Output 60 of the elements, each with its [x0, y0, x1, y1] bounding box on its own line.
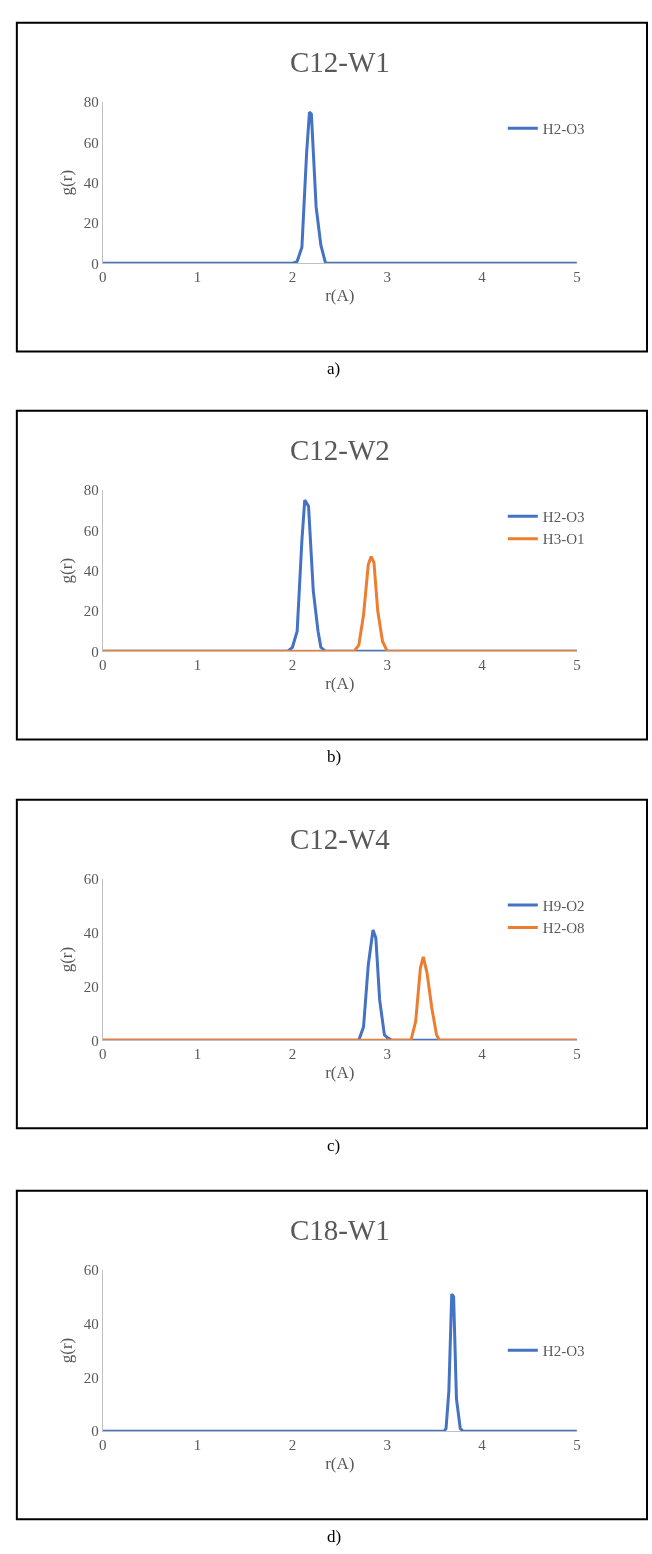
- y-tick-label: 40: [83, 924, 99, 941]
- x-tick-label: 1: [193, 1046, 202, 1063]
- text: d): [327, 1527, 342, 1546]
- legend-label: H9-O2: [542, 897, 585, 914]
- x-tick-label: 4: [478, 657, 487, 674]
- text: a): [327, 359, 341, 378]
- x-tick-label: 5: [573, 269, 581, 286]
- y-tick-label: 40: [83, 174, 99, 191]
- y-tick-label: 80: [83, 482, 99, 499]
- y-tick-label: 0: [91, 1423, 99, 1440]
- text: c): [327, 1136, 341, 1155]
- x-tick-label: 2: [288, 1046, 297, 1063]
- y-tick-label: 60: [83, 871, 99, 888]
- x-tick-label: 3: [383, 1437, 391, 1454]
- x-tick-label: 4: [478, 269, 487, 286]
- x-tick-label: 4: [478, 1046, 487, 1063]
- x-tick-label: 1: [193, 1437, 202, 1454]
- x-tick-label: 4: [478, 1437, 487, 1454]
- chart-title: C12-W4: [290, 823, 391, 855]
- y-tick-label: 20: [83, 215, 99, 232]
- y-tick-label: 0: [91, 1032, 99, 1049]
- y-axis-title: g(r): [57, 1337, 77, 1364]
- x-tick-label: 3: [383, 657, 391, 674]
- y-tick-label: 60: [83, 134, 99, 151]
- y-axis-title: g(r): [57, 557, 77, 584]
- x-tick-label: 2: [288, 1437, 297, 1454]
- y-tick-label: 40: [83, 562, 99, 579]
- y-tick-label: 20: [83, 603, 99, 620]
- x-tick-label: 5: [573, 1046, 581, 1063]
- x-tick-label: 5: [573, 1437, 581, 1454]
- x-axis-title: r(A): [325, 285, 355, 305]
- x-tick-label: 3: [383, 269, 391, 286]
- y-tick-label: 0: [91, 255, 99, 272]
- chart-title: C12-W1: [290, 46, 390, 78]
- x-axis-title: r(A): [325, 1453, 355, 1473]
- chart-title: C12-W2: [290, 434, 390, 466]
- legend-label: H2-O3: [542, 508, 585, 525]
- x-tick-label: 1: [193, 657, 202, 674]
- y-tick-label: 0: [91, 643, 99, 660]
- y-tick-label: 40: [83, 1315, 99, 1332]
- x-tick-label: 5: [573, 657, 581, 674]
- x-axis-title: r(A): [325, 673, 355, 693]
- x-tick-label: 2: [288, 657, 297, 674]
- legend-label: H2-O8: [542, 920, 585, 937]
- y-tick-label: 20: [83, 978, 99, 995]
- text: b): [327, 747, 342, 766]
- legend-label: H3-O1: [542, 531, 585, 548]
- y-tick-label: 20: [83, 1369, 99, 1386]
- legend-label: H2-O3: [542, 1343, 585, 1360]
- x-tick-label: 2: [288, 269, 297, 286]
- y-tick-label: 80: [83, 94, 99, 111]
- y-tick-label: 60: [83, 1262, 99, 1279]
- x-tick-label: 1: [193, 269, 202, 286]
- legend-label: H2-O3: [542, 121, 585, 138]
- x-tick-label: 3: [383, 1046, 391, 1063]
- x-axis-title: r(A): [325, 1062, 355, 1082]
- y-axis-title: g(r): [57, 169, 77, 196]
- chart-title: C18-W1: [290, 1214, 390, 1246]
- y-axis-title: g(r): [57, 946, 77, 973]
- y-tick-label: 60: [83, 522, 99, 539]
